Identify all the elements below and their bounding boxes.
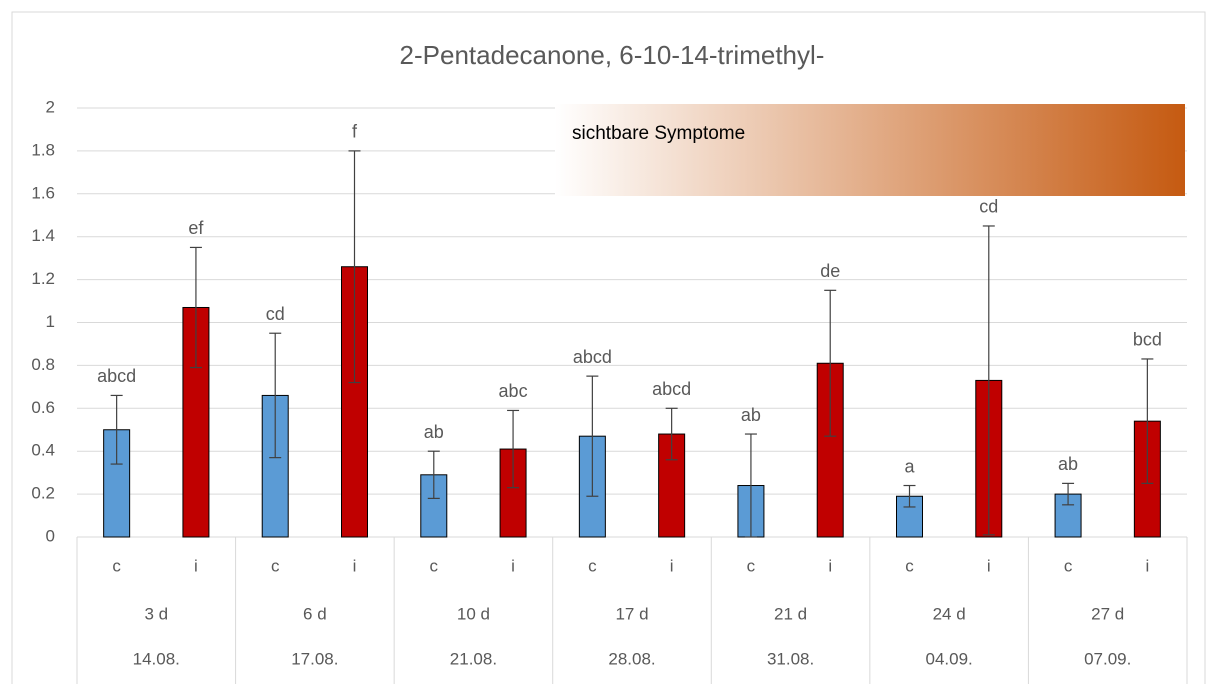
x-tick-label: i: [670, 556, 674, 575]
y-tick-label: 2: [46, 97, 55, 116]
y-tick-label: 0.4: [31, 441, 55, 460]
x-tick-label: c: [747, 556, 756, 575]
x-tick-label: c: [905, 556, 914, 575]
group-label: 27 d: [1091, 604, 1124, 623]
significance-letter: abc: [499, 381, 528, 401]
group-label: 3 d: [144, 604, 168, 623]
significance-letter: abcd: [97, 366, 136, 386]
x-tick-label: c: [430, 556, 439, 575]
group-label: 21 d: [774, 604, 807, 623]
significance-letter: abcd: [573, 347, 612, 367]
group-label: 24 d: [933, 604, 966, 623]
x-tick-label: c: [588, 556, 597, 575]
significance-letter: cd: [266, 304, 285, 324]
significance-letter: ab: [741, 405, 761, 425]
significance-letter: ef: [188, 218, 204, 238]
x-tick-label: i: [353, 556, 357, 575]
y-tick-label: 1.4: [31, 226, 55, 245]
y-tick-label: 1.6: [31, 183, 55, 202]
group-date: 21.08.: [450, 649, 497, 668]
y-tick-label: 0: [46, 526, 55, 545]
significance-letter: bcd: [1133, 330, 1162, 350]
chart-title: 2-Pentadecanone, 6-10-14-trimethyl-: [400, 40, 825, 70]
group-label: 10 d: [457, 604, 490, 623]
significance-letter: abcd: [652, 379, 691, 399]
y-tick-label: 1: [46, 312, 55, 331]
x-tick-label: i: [511, 556, 515, 575]
x-tick-label: i: [1145, 556, 1149, 575]
group-label: 6 d: [303, 604, 327, 623]
significance-letter: cd: [979, 197, 998, 217]
annotation-box: [555, 104, 1185, 196]
y-tick-label: 0.2: [31, 484, 55, 503]
x-tick-label: c: [112, 556, 121, 575]
y-tick-label: 0.8: [31, 355, 55, 374]
y-tick-label: 0.6: [31, 398, 55, 417]
y-tick-label: 1.2: [31, 269, 55, 288]
group-date: 17.08.: [291, 649, 338, 668]
group-label: 17 d: [615, 604, 648, 623]
significance-letter: f: [352, 122, 358, 142]
x-tick-label: i: [828, 556, 832, 575]
x-tick-label: i: [987, 556, 991, 575]
group-date: 07.09.: [1084, 649, 1131, 668]
group-date: 31.08.: [767, 649, 814, 668]
chart-border: [11, 11, 1206, 684]
x-tick-label: c: [271, 556, 280, 575]
y-tick-label: 1.8: [31, 140, 55, 159]
significance-letter: ab: [424, 422, 444, 442]
x-tick-label: c: [1064, 556, 1073, 575]
significance-letter: ab: [1058, 454, 1078, 474]
group-date: 14.08.: [133, 649, 180, 668]
significance-letter: a: [904, 456, 915, 476]
group-date: 28.08.: [608, 649, 655, 668]
group-date: 04.09.: [926, 649, 973, 668]
annotation-text: sichtbare Symptome: [572, 123, 745, 144]
significance-letter: de: [820, 261, 840, 281]
x-tick-label: i: [194, 556, 198, 575]
